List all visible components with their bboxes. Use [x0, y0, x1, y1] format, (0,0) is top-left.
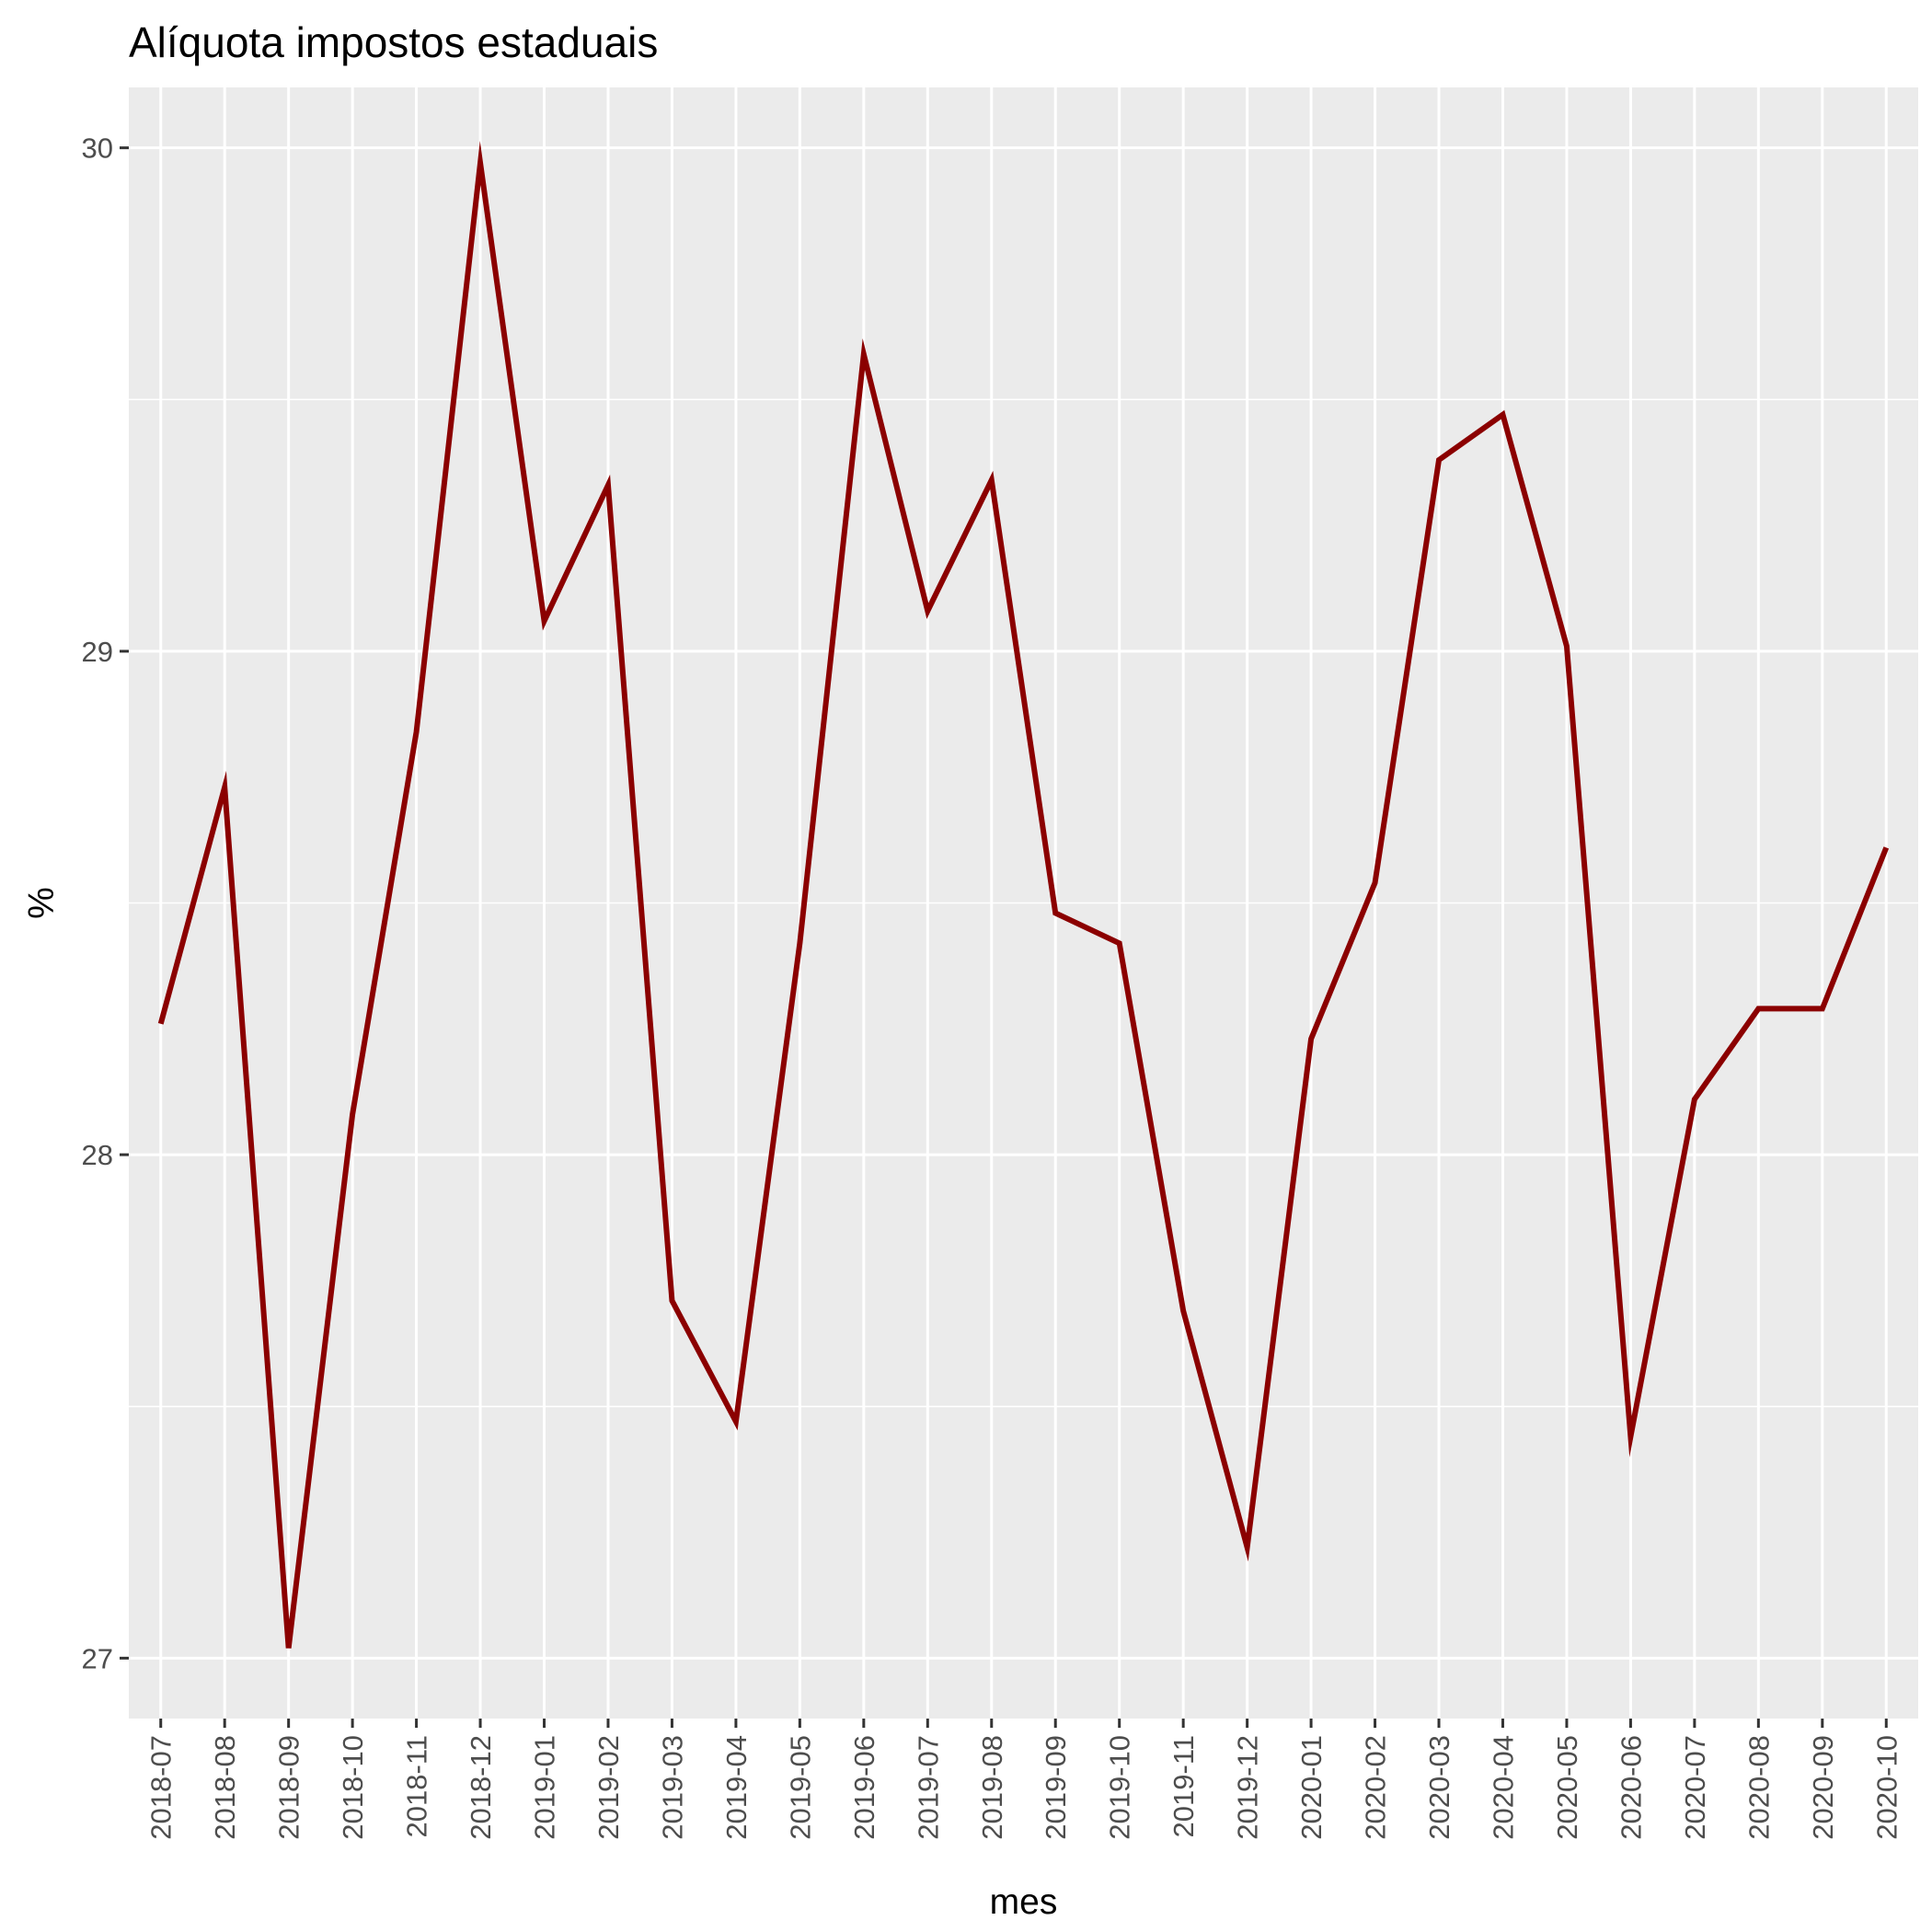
- x-tick-label: 2019-11: [1167, 1735, 1200, 1837]
- x-tick-label: 2018-08: [209, 1735, 241, 1840]
- y-tick-label: 28: [82, 1139, 113, 1171]
- x-tick-label: 2019-03: [656, 1735, 688, 1840]
- x-tick-label: 2019-05: [784, 1735, 816, 1840]
- minor-gridlines: [129, 398, 1918, 1408]
- series-group: [157, 141, 1890, 1649]
- x-tick-label: 2018-12: [465, 1735, 497, 1840]
- x-tick-label: 2019-10: [1104, 1735, 1136, 1840]
- x-tick-label: 2019-09: [1040, 1735, 1072, 1840]
- x-tick-label: 2019-02: [592, 1735, 625, 1840]
- x-tick-label: 2018-10: [337, 1735, 369, 1840]
- series-line: [157, 141, 1890, 1649]
- y-tick-label: 27: [82, 1642, 113, 1674]
- x-tick-label: 2020-10: [1870, 1735, 1903, 1840]
- y-axis: 27 28 29 30: [82, 132, 129, 1674]
- x-tick-label: 2019-06: [848, 1735, 880, 1840]
- x-tick-label: 2020-08: [1742, 1735, 1775, 1840]
- x-tick-label: 2020-01: [1295, 1735, 1328, 1840]
- x-tick-label: 2020-02: [1360, 1735, 1392, 1840]
- x-tick-label: 2020-04: [1487, 1735, 1519, 1840]
- x-tick-label: 2020-06: [1615, 1735, 1647, 1840]
- x-tick-label: 2019-01: [529, 1735, 561, 1840]
- x-tick-label: 2020-03: [1423, 1735, 1455, 1840]
- x-tick-label: 2019-12: [1232, 1735, 1264, 1840]
- y-tick-label: 29: [82, 636, 113, 668]
- x-tick-label: 2020-07: [1679, 1735, 1711, 1840]
- x-tick-label: 2018-07: [145, 1735, 178, 1840]
- x-axis-title: mes: [990, 1882, 1058, 1922]
- x-tick-label: 2020-09: [1807, 1735, 1839, 1840]
- x-tick-label: 2020-05: [1551, 1735, 1583, 1840]
- x-tick-label: 2018-09: [273, 1735, 305, 1840]
- y-axis-title: %: [22, 887, 62, 919]
- x-tick-label: 2018-11: [401, 1735, 433, 1837]
- y-tick-label: 30: [82, 132, 113, 165]
- x-tick-label: 2019-08: [976, 1735, 1008, 1840]
- x-tick-label: 2019-07: [912, 1735, 944, 1840]
- x-tick-label: 2019-04: [720, 1735, 753, 1840]
- chart-title: Alíquota impostos estaduais: [129, 18, 658, 66]
- x-axis: 2018-07 2018-08 2018-09 2018-10 2018-11 2018-…: [145, 1719, 1903, 1840]
